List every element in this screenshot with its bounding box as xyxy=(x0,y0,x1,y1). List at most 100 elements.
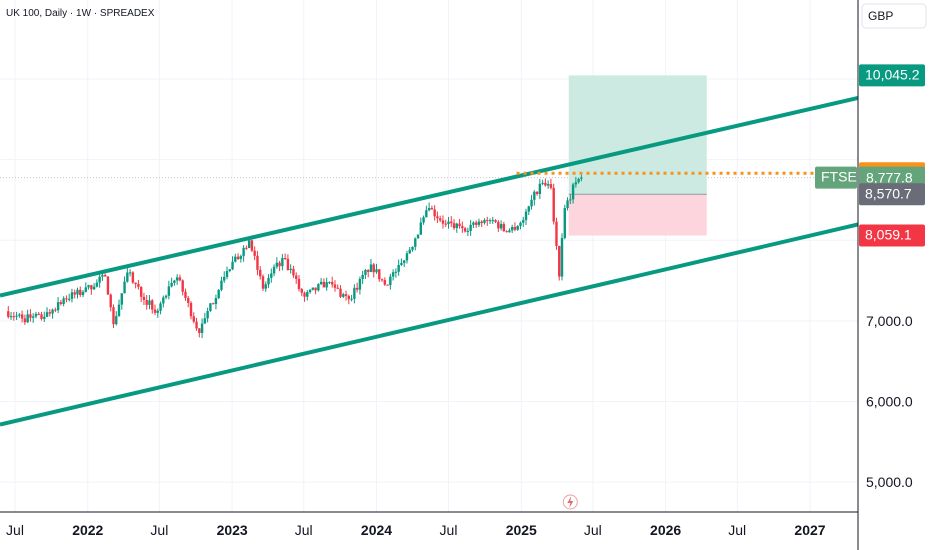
candle-body xyxy=(430,208,434,210)
candle-body xyxy=(508,230,511,233)
candle-body xyxy=(247,240,251,249)
candle-body xyxy=(92,286,96,290)
candle-body xyxy=(34,313,38,317)
target-price-label: 10,045.2 xyxy=(865,66,920,82)
candle-body xyxy=(486,219,489,221)
candle-body xyxy=(70,292,74,299)
position-zones xyxy=(568,75,707,236)
candle-body xyxy=(103,275,107,277)
candle-body xyxy=(159,303,162,311)
candle-body xyxy=(394,271,398,273)
candle-body xyxy=(256,255,259,270)
candle-body xyxy=(214,298,218,304)
candle-body xyxy=(117,304,121,317)
candle-body xyxy=(558,245,561,277)
candle-body xyxy=(156,310,159,313)
candle-body xyxy=(275,262,279,267)
candle-body xyxy=(386,284,389,286)
candle-body xyxy=(308,289,312,293)
candle-body xyxy=(65,298,68,300)
candle-body xyxy=(383,280,387,285)
price-tick-label: 5,000.0 xyxy=(866,474,913,490)
candle-body xyxy=(375,269,378,273)
candle-body xyxy=(419,222,423,235)
candle-body xyxy=(184,291,187,299)
candle-body xyxy=(43,316,46,319)
candle-body xyxy=(455,223,458,229)
candle-body xyxy=(416,234,420,239)
candle-body xyxy=(397,264,400,272)
candle-body xyxy=(245,247,248,249)
time-tick-label: Jul xyxy=(295,522,313,538)
candle-body xyxy=(530,199,533,207)
candle-body xyxy=(469,224,472,231)
candle-body xyxy=(62,298,65,304)
candle-body xyxy=(51,309,54,314)
candle-body xyxy=(162,297,165,304)
candle-body xyxy=(367,269,370,272)
entry-price-label-bg xyxy=(859,183,925,206)
candle-body xyxy=(405,253,409,261)
candle-body xyxy=(350,298,353,300)
candle-body xyxy=(56,302,60,311)
candle-body xyxy=(361,274,364,279)
candle-body xyxy=(84,287,87,292)
time-tick-label: 2023 xyxy=(217,522,248,538)
candle-body xyxy=(544,182,547,186)
candle-body xyxy=(331,282,334,285)
candle-body xyxy=(173,280,176,283)
candle-body xyxy=(458,223,461,227)
stop-price-label: 8,059.1 xyxy=(865,227,912,243)
price-labels: 10,045.28,831.5FTSE8,777.84d 13h8,570.78… xyxy=(815,64,925,247)
candle-body xyxy=(23,318,27,323)
price-tick-label: 6,000.0 xyxy=(866,394,913,410)
candle-body xyxy=(73,292,76,295)
candle-body xyxy=(497,221,500,229)
candle-body xyxy=(355,287,359,290)
candle-body xyxy=(549,184,553,188)
candle-body xyxy=(189,302,193,317)
candle-body xyxy=(472,222,475,225)
currency-label: GBP xyxy=(868,9,893,23)
candle-body xyxy=(502,224,506,232)
candle-body xyxy=(128,272,132,274)
candle-body xyxy=(461,226,464,229)
time-tick-label: 2025 xyxy=(506,522,537,538)
candle-body xyxy=(109,294,112,308)
candle-body xyxy=(142,296,146,300)
candle-body xyxy=(474,222,478,225)
candle-body xyxy=(571,184,575,200)
candle-body xyxy=(522,220,525,223)
candle-body xyxy=(76,289,79,295)
current-price-label: 8,777.8 xyxy=(866,170,913,186)
candle-body xyxy=(372,264,375,273)
candle-body xyxy=(378,269,381,280)
candle-body xyxy=(494,220,497,222)
candle-body xyxy=(452,223,456,229)
candle-body xyxy=(175,277,179,281)
candle-body xyxy=(9,316,13,318)
candle-body xyxy=(569,199,572,201)
candle-body xyxy=(101,275,104,277)
time-tick-label: 2027 xyxy=(794,522,825,538)
candle-body xyxy=(408,249,411,254)
candle-body xyxy=(380,279,384,281)
candle-body xyxy=(491,220,494,222)
candle-body xyxy=(510,226,514,231)
candle-body xyxy=(524,211,528,221)
candle-body xyxy=(391,272,395,277)
candle-body xyxy=(148,300,151,305)
candle-body xyxy=(414,238,417,247)
candle-body xyxy=(181,280,184,292)
candle-body xyxy=(31,316,35,318)
candle-body xyxy=(433,209,436,217)
candle-body xyxy=(151,300,154,310)
candle-body xyxy=(560,238,564,277)
candle-body xyxy=(546,184,550,186)
candle-body xyxy=(131,272,135,283)
candle-body xyxy=(272,266,276,274)
candle-body xyxy=(535,191,539,194)
candle-body xyxy=(425,210,428,218)
